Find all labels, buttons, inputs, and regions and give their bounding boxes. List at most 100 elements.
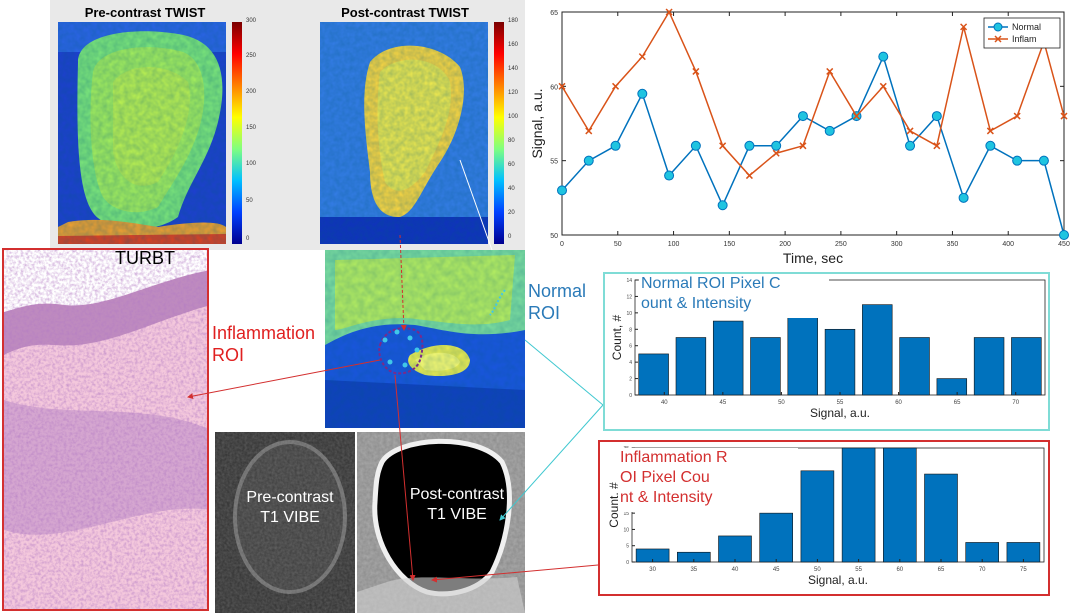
turbt-label: TURBT	[115, 248, 175, 268]
hist-x-tick-label: 50	[814, 567, 821, 573]
inflam-point	[986, 127, 994, 135]
x-tick-label: 400	[1002, 241, 1014, 248]
hist-y-tick-label: 0	[629, 393, 632, 399]
inflam-point	[665, 8, 673, 16]
hist-x-tick-label: 65	[938, 567, 945, 573]
legend-normal-label: Normal	[1012, 22, 1041, 32]
hist-x-axis-label: Signal, a.u.	[808, 573, 868, 587]
inflam-point	[772, 149, 780, 157]
pre-colorbar-ticks: 300 250 200 150 100 50 0	[246, 18, 257, 242]
hist-bar	[759, 512, 793, 563]
hist-x-tick-label: 40	[661, 400, 668, 406]
hist-x-tick-label: 65	[954, 400, 961, 406]
normal-roi-label-line2: ROI	[528, 303, 561, 323]
hist-x-tick-label: 30	[649, 567, 656, 573]
hist-bar	[1011, 337, 1042, 396]
inflam-point	[1060, 112, 1068, 120]
pre-twist-image	[58, 22, 226, 244]
hist-x-tick-label: 70	[1012, 400, 1019, 406]
inflammation-roi-label-line1: Inflammation	[212, 323, 316, 343]
normal-point	[1012, 155, 1023, 166]
hist-bar	[824, 328, 856, 396]
hist-y-tick-label: 12	[626, 294, 632, 300]
hist-x-tick-label: 55	[855, 567, 862, 573]
normal-point	[931, 111, 942, 122]
normal-roi-histogram: 0 2 4 6 8 10 12 14 40 45 50 55 60 65 70 Signal, a.u. Cou…	[610, 274, 1046, 420]
x-tick-label: 350	[947, 241, 959, 248]
inflam-point	[692, 67, 700, 75]
hist-x-tick-label: 45	[773, 567, 780, 573]
hist-bar	[883, 447, 917, 563]
normal-point	[610, 140, 621, 151]
series-line-inflam	[561, 10, 1065, 177]
normal-point	[797, 111, 808, 122]
normal-point	[985, 140, 996, 151]
plot-area	[561, 11, 1065, 236]
inflam-point	[826, 67, 834, 75]
x-tick-label: 0	[560, 241, 564, 248]
hist-bar	[675, 337, 707, 396]
normal-point	[878, 51, 889, 62]
y-tick-label: 60	[550, 84, 558, 91]
inflam-point	[960, 23, 968, 31]
hist-bar	[899, 337, 930, 396]
normal-point	[824, 125, 835, 136]
hist-x-tick-label: 50	[778, 400, 785, 406]
x-tick-label: 200	[779, 241, 791, 248]
hist-y-tick-label: 6	[629, 344, 632, 350]
pre-vibe-label: Pre-contrast T1 VIBE	[225, 488, 355, 528]
normal-point	[690, 140, 701, 151]
hist-bar	[841, 447, 876, 563]
hist-y-tick-label: 10	[623, 527, 629, 533]
x-tick-label: 250	[835, 241, 847, 248]
post-twist-title: Post-contrast TWIST	[341, 5, 469, 20]
hist-y-axis-label: Count, #	[607, 482, 621, 528]
normal-point	[958, 192, 969, 203]
inflammation-roi-label-line2: ROI	[212, 345, 245, 365]
normal-point	[583, 155, 594, 166]
hist-bar	[862, 304, 893, 396]
normal-point	[557, 185, 567, 196]
normal-point	[717, 200, 728, 211]
y-tick-label: 55	[550, 159, 558, 166]
hist-x-tick-label: 75	[1020, 567, 1027, 573]
hist-x-tick-label: 40	[732, 567, 739, 573]
normal-point	[1038, 155, 1049, 166]
inflam-point	[558, 82, 566, 90]
post-vibe-label-line1: Post-contrast	[409, 486, 505, 503]
hist-bar	[973, 337, 1005, 396]
normal-point	[664, 170, 675, 181]
hist-y-tick-label: 0	[626, 560, 629, 566]
hist-bar	[936, 378, 968, 396]
pre-vibe-image	[215, 432, 355, 613]
inflam-point	[1013, 112, 1021, 120]
normal-point	[771, 140, 782, 151]
hist-x-tick-label: 45	[720, 400, 727, 406]
inflam-point	[719, 142, 727, 150]
hist-y-tick-label: 5	[626, 544, 629, 550]
hist-title-bg	[618, 448, 798, 512]
inflam-point	[852, 112, 861, 120]
hist-bar	[638, 353, 669, 396]
hist-bar	[718, 535, 752, 563]
x-tick-label: 450	[1058, 241, 1070, 248]
inflam-point	[612, 82, 620, 90]
legend-inflam-label: Inflam	[1012, 34, 1037, 44]
hist-y-tick-label: 10	[626, 311, 632, 317]
inflam-point	[879, 82, 887, 90]
y-tick-label: 65	[550, 10, 558, 17]
signal-line-chart: 0 50 100 150 200 250 300 350 400 45050556065Time,…	[530, 8, 1070, 266]
normal-roi-label: Normal ROI	[528, 280, 586, 324]
hist-x-tick-label: 60	[895, 400, 902, 406]
normal-point	[744, 140, 755, 151]
hist-y-tick-label: 4	[629, 360, 632, 366]
inflam-point	[933, 142, 941, 150]
inflammation-roi-label: Inflammation ROI	[212, 322, 315, 366]
x-tick-label: 300	[891, 241, 903, 248]
normal-point	[1059, 230, 1069, 240]
hist-x-axis-label: Signal, a.u.	[810, 406, 870, 420]
legend-normal-marker	[993, 22, 1003, 32]
post-twist-image	[320, 22, 488, 244]
hist-bar	[750, 337, 781, 396]
inflammation-roi-histogram: 0510152025303530354045505560657075Signal…	[607, 446, 1045, 587]
